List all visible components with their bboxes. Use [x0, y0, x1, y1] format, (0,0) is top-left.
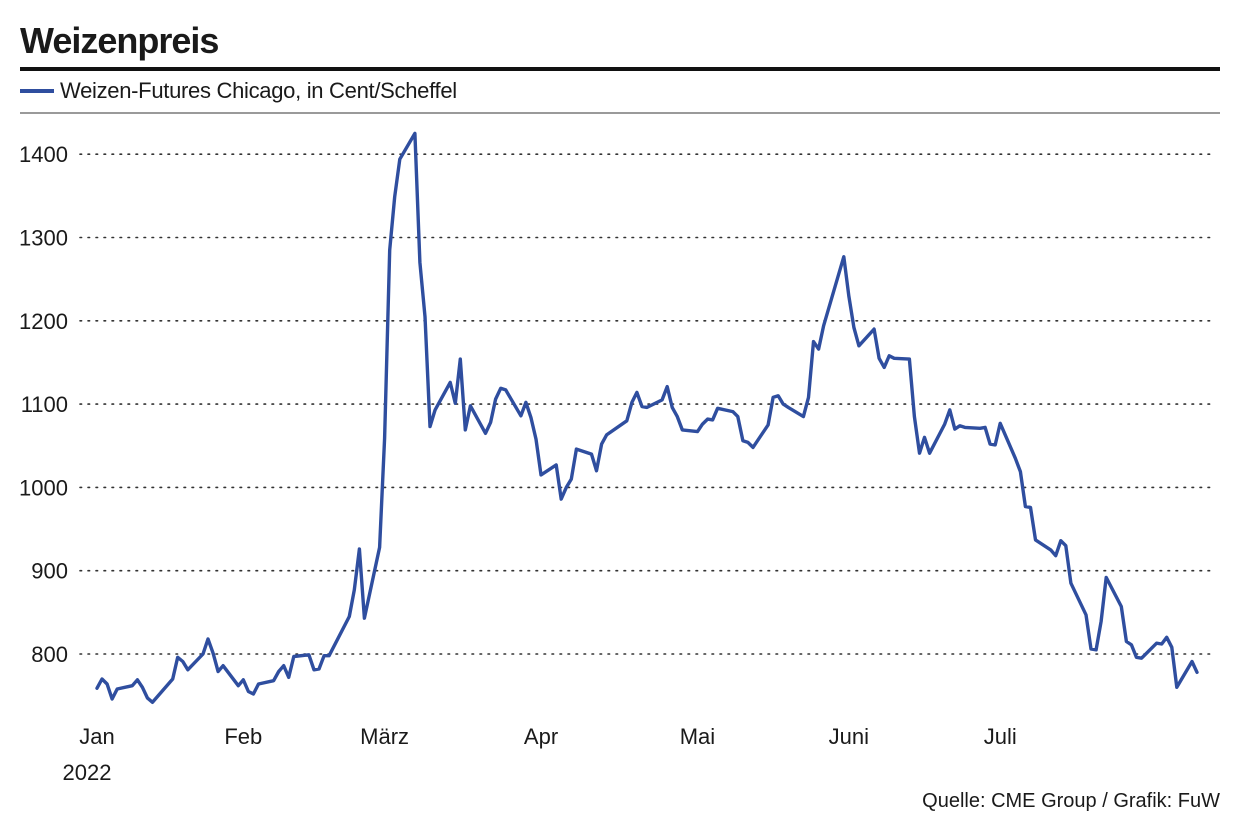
x-axis-ticks: Jan Feb März Apr Mai Juni Juli 2022 — [63, 724, 1017, 785]
title-rule — [20, 67, 1220, 71]
y-tick-label: 1000 — [19, 475, 68, 500]
x-tick-label: Mai — [680, 724, 715, 749]
y-axis-ticks: 800 900 1000 1100 1200 1300 1400 — [19, 142, 68, 667]
chart-title: Weizenpreis — [20, 20, 219, 61]
y-tick-label: 1300 — [19, 226, 68, 251]
source-note: Quelle: CME Group / Grafik: FuW — [922, 790, 1220, 812]
y-tick-label: 1100 — [21, 392, 68, 417]
y-tick-label: 800 — [31, 642, 68, 667]
x-tick-label: Feb — [224, 724, 262, 749]
series-line-0 — [95, 131, 1199, 704]
legend-label: Weizen-Futures Chicago, in Cent/Scheffel — [60, 78, 457, 103]
y-tick-label: 900 — [31, 559, 68, 584]
legend: Weizen-Futures Chicago, in Cent/Scheffel — [20, 76, 457, 106]
y-tick-label: 1400 — [19, 142, 68, 167]
y-tick-label: 1200 — [19, 309, 68, 334]
legend-rule — [20, 112, 1220, 114]
x-tick-label: Juli — [984, 724, 1017, 749]
legend-swatch — [20, 89, 54, 93]
x-tick-label: Juni — [829, 724, 869, 749]
x-tick-label: März — [360, 724, 409, 749]
x-tick-label: Jan — [79, 724, 114, 749]
x-tick-label: Apr — [524, 724, 558, 749]
x-year-label: 2022 — [63, 760, 112, 785]
gridlines — [79, 153, 1216, 655]
series-layer — [95, 131, 1199, 704]
